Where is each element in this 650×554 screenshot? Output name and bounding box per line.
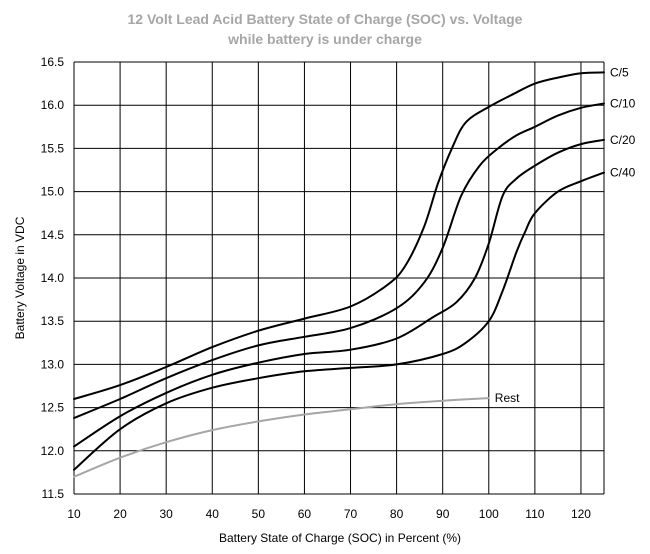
y-tick-label: 13.5: [41, 314, 65, 328]
x-tick-label: 50: [252, 507, 266, 521]
series-line-c-10: [73, 102, 605, 419]
x-tick-label: 100: [479, 507, 499, 521]
grid: [73, 61, 605, 495]
x-tick-label: 60: [298, 507, 312, 521]
x-axis-label: Battery State of Charge (SOC) in Percent…: [219, 531, 461, 545]
y-tick-label: 16.0: [41, 98, 65, 112]
y-tick-label: 11.5: [42, 487, 65, 501]
y-tick-label: 14.5: [41, 228, 65, 242]
series-labels: C/5 C/10 C/20 C/40 Rest: [495, 65, 636, 405]
x-tick-label: 10: [67, 507, 81, 521]
tick-labels: 10 20 30 40 50 60 70 80 90 100 110 120 11.5 12.0 12.5 1…: [41, 55, 592, 521]
x-tick-label: 40: [206, 507, 220, 521]
series-label-c-20: C/20: [610, 133, 636, 147]
x-tick-label: 120: [571, 507, 591, 521]
x-tick-label: 110: [525, 507, 544, 521]
series-label-rest: Rest: [495, 391, 520, 405]
y-tick-label: 14.0: [41, 271, 65, 285]
y-tick-label: 15.5: [41, 141, 65, 155]
series-line-rest: [73, 397, 490, 478]
x-tick-label: 70: [344, 507, 358, 521]
series-label-c-10: C/10: [610, 96, 636, 110]
x-tick-label: 30: [159, 507, 173, 521]
y-tick-label: 12.5: [41, 401, 65, 415]
series-label-c-40: C/40: [610, 166, 636, 180]
y-tick-label: 15.0: [41, 185, 65, 199]
y-axis-label: Battery Voltage in VDC: [13, 216, 27, 339]
series-line-c-20: [73, 138, 605, 448]
y-tick-label: 12.0: [41, 444, 65, 458]
x-tick-label: 20: [113, 507, 127, 521]
series-line-c-40: [73, 171, 605, 471]
x-tick-label: 80: [390, 507, 404, 521]
series-label-c-5: C/5: [610, 65, 629, 79]
chart-title-line-1: 12 Volt Lead Acid Battery State of Charg…: [128, 11, 523, 27]
chart-title-line-2: while battery is under charge: [227, 31, 422, 47]
x-tick-label: 90: [436, 507, 450, 521]
series-lines: [73, 71, 605, 478]
y-tick-label: 16.5: [41, 55, 65, 69]
y-tick-label: 13.0: [41, 357, 65, 371]
series-line-c-5: [73, 71, 605, 400]
